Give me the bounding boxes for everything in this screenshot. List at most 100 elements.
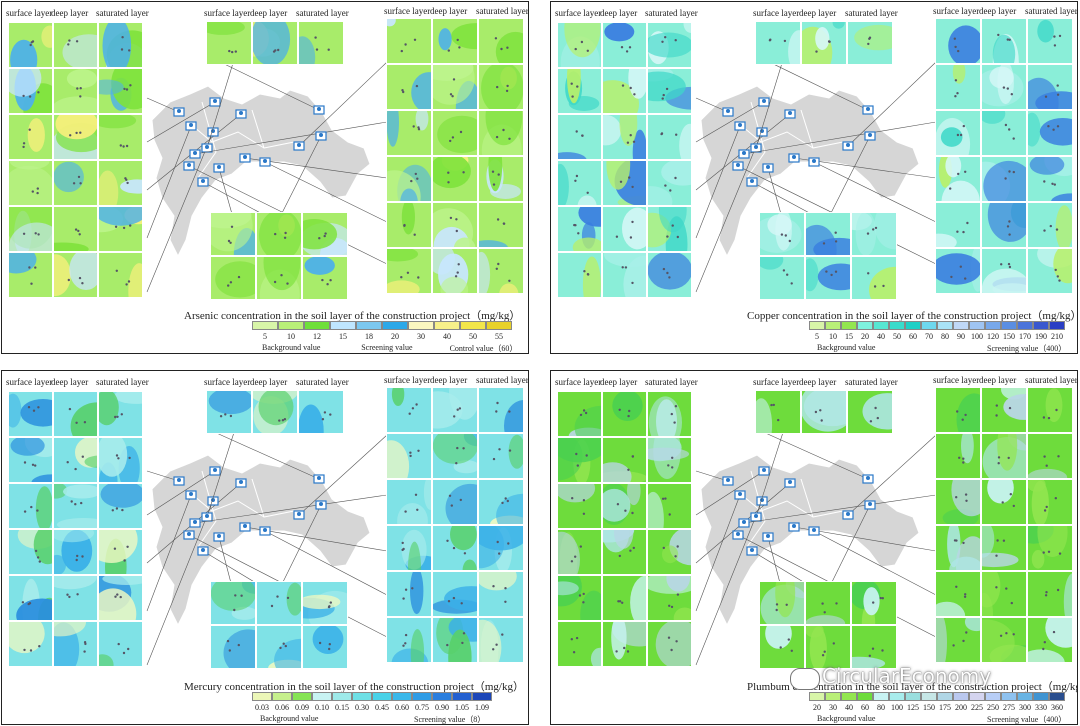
legend-swatch (304, 321, 330, 330)
legend-swatch (252, 321, 278, 330)
legend-caption: Background value (817, 343, 876, 352)
copper-right-tile (935, 202, 981, 248)
plumbum-center-tile (805, 581, 851, 625)
arsenic-left-tile (8, 114, 53, 160)
monitoring-point-icon (213, 532, 225, 542)
plumbum-right-tile (935, 571, 981, 617)
monitoring-point-icon (722, 107, 734, 117)
mercury-left-col-label-surface: surface layer (6, 377, 53, 387)
legend-tick-label: 170 (1019, 332, 1031, 341)
arsenic-left-tile (53, 68, 98, 114)
arsenic-center-tile (256, 212, 302, 256)
legend-swatch (278, 321, 304, 330)
legend-tick-label: 120 (987, 332, 999, 341)
region-map (146, 49, 388, 293)
plumbum-top-tile (801, 390, 847, 434)
arsenic-left-tile (53, 22, 98, 68)
mercury-center-tile (210, 581, 256, 625)
plumbum-right-tile (981, 525, 1027, 571)
monitoring-point-icon (259, 157, 271, 167)
plumbum-left-tile (557, 621, 602, 667)
arsenic-left-tile (53, 160, 98, 206)
legend-swatch (857, 321, 873, 330)
arsenic-right-tile (386, 202, 432, 248)
legend-swatch (937, 321, 953, 330)
plumbum-right-tile (1027, 479, 1073, 525)
mercury-right-tile (432, 387, 478, 433)
legend-tick-label: 0.03 (255, 703, 269, 712)
copper-right-tile (1027, 64, 1073, 110)
plumbum-left-tile (602, 575, 647, 621)
monitoring-point-icon (185, 121, 197, 131)
mercury-left-tile (53, 483, 98, 529)
legend-swatch (937, 692, 953, 701)
arsenic-left-tile (98, 206, 143, 252)
plumbum-left-tile (647, 529, 692, 575)
legend-tick-label: 30 (417, 332, 425, 341)
plumbum-left-tile (602, 391, 647, 437)
arsenic-right-tile (386, 18, 432, 64)
legend-tick-label: 15 (339, 332, 347, 341)
mercury-left-tile (8, 483, 53, 529)
mercury-right-tile (432, 525, 478, 571)
legend-swatch (330, 321, 356, 330)
legend-swatch (953, 321, 969, 330)
legend-swatch (1033, 321, 1049, 330)
mercury-right-tile (432, 571, 478, 617)
legend-tick-label: 90 (957, 332, 965, 341)
monitoring-point-icon (197, 546, 209, 556)
plumbum-top-col-label-surface: surface layer (753, 377, 800, 387)
arsenic-top-col-label-deep: deep layer (250, 8, 288, 18)
mercury-right-tile (386, 387, 432, 433)
plumbum-center-tile (805, 625, 851, 669)
plumbum-left-tile (557, 575, 602, 621)
monitoring-point-icon (788, 153, 800, 163)
mercury-right-tile (478, 479, 524, 525)
arsenic-left-col-label-deep: deep layer (51, 8, 89, 18)
legend-swatch (873, 692, 889, 701)
legend-caption: Background value (260, 714, 319, 723)
legend-tick-label: 0.60 (395, 703, 409, 712)
legend-swatch (292, 692, 312, 701)
legend-tick-label: 0.90 (435, 703, 449, 712)
legend-caption: Screening value（400） (987, 715, 1067, 724)
plumbum-left-tile (602, 437, 647, 483)
mercury-right-col-label-deep: deep layer (430, 375, 468, 385)
map-title: Plumbum concentration in the soil layer … (747, 681, 1078, 693)
copper-right-tile (935, 110, 981, 156)
monitoring-point-icon (189, 149, 201, 159)
mercury-top-col-label-surface: surface layer (204, 377, 251, 387)
mercury-top-tile (252, 390, 298, 434)
copper-left-tile (602, 68, 647, 114)
arsenic-top-tile (298, 21, 344, 65)
legend-tick-label: 190 (1035, 332, 1047, 341)
legend-swatch (905, 692, 921, 701)
map-panel-plumbum: surface layer deep layer saturated layer su… (550, 370, 1078, 725)
legend-tick-label: 250 (987, 703, 999, 712)
legend-tick-label: 20 (391, 332, 399, 341)
monitoring-point-icon (746, 177, 758, 187)
legend-swatch (332, 692, 352, 701)
monitoring-point-icon (293, 510, 305, 520)
plumbum-right-tile (1027, 617, 1073, 663)
copper-right-tile (935, 156, 981, 202)
monitoring-point-icon (842, 510, 854, 520)
legend-swatch (356, 321, 382, 330)
mercury-center-tile (256, 581, 302, 625)
arsenic-top-tile (206, 21, 252, 65)
legend-swatch (392, 692, 412, 701)
plumbum-right-tile (935, 617, 981, 663)
legend-swatch (1049, 321, 1065, 330)
copper-left-col-label-surface: surface layer (555, 8, 602, 18)
copper-right-tile (935, 248, 981, 294)
monitoring-point-icon (183, 530, 195, 540)
arsenic-left-tile (8, 68, 53, 114)
plumbum-right-tile (1027, 433, 1073, 479)
copper-right-tile (1027, 18, 1073, 64)
arsenic-left-tile (98, 68, 143, 114)
copper-center-tile (851, 256, 897, 300)
plumbum-center-tile (759, 625, 805, 669)
arsenic-top-col-label-surface: surface layer (204, 8, 251, 18)
plumbum-center-tile (851, 581, 897, 625)
mercury-right-tile (386, 571, 432, 617)
